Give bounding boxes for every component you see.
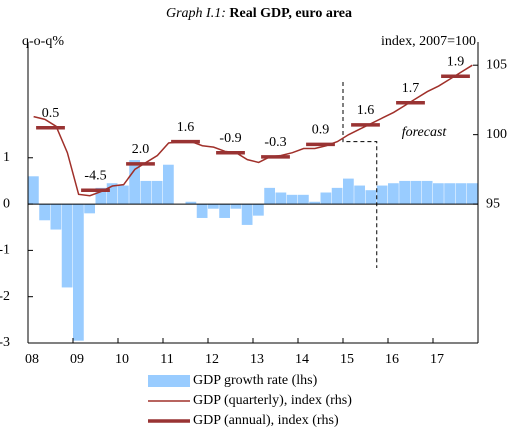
x-tick-label: 08: [25, 352, 39, 367]
legend-label: GDP (quarterly), index (rhs): [193, 393, 352, 408]
bar: [365, 190, 377, 205]
chart-title: Graph I.1: Real GDP, euro area: [166, 6, 352, 21]
bar: [388, 183, 399, 205]
bar: [230, 204, 242, 209]
bar: [39, 204, 50, 221]
bar: [275, 192, 287, 205]
bar: [208, 204, 219, 209]
growth-label: 0.9: [312, 123, 330, 138]
growth-label: -4.5: [84, 168, 106, 183]
x-tick-label: 15: [340, 352, 354, 367]
legend-label: GDP growth rate (lhs): [193, 373, 318, 388]
y2-tick-label: 100: [486, 127, 507, 142]
growth-label: 2.0: [132, 142, 150, 157]
bar: [185, 201, 197, 205]
title-main: Real GDP, euro area: [229, 6, 352, 21]
bar: [444, 183, 455, 205]
bar: [309, 201, 320, 205]
bar: [298, 194, 309, 205]
bar: [163, 164, 174, 205]
bar: [118, 185, 129, 205]
title-prefix: Graph I.1:: [166, 6, 226, 21]
bar: [410, 180, 422, 205]
bar: [433, 183, 444, 205]
bar: [421, 180, 433, 205]
bar: [106, 183, 118, 205]
bar: [264, 187, 275, 205]
y-tick-label: -1: [0, 243, 10, 258]
bar: [129, 160, 140, 205]
x-tick-label: 11: [160, 352, 173, 367]
y2-tick-label: 95: [486, 196, 500, 211]
growth-label: 1.9: [447, 55, 465, 70]
forecast-divider: [342, 82, 378, 268]
growth-label: 1.6: [357, 103, 375, 118]
bar: [196, 204, 208, 218]
growth-label: -0.3: [264, 135, 286, 150]
x-tick-label: 13: [250, 352, 264, 367]
x-tick-label: 14: [295, 352, 309, 367]
growth-label: 1.7: [402, 81, 420, 96]
growth-label: 0.5: [42, 106, 60, 121]
x-tick-label: 16: [385, 352, 399, 367]
legend-label: GDP (annual), index (rhs): [193, 413, 339, 428]
growth-label: 1.6: [177, 120, 195, 135]
y-axis-label: q-o-q%: [22, 34, 64, 49]
x-tick-label: 10: [115, 352, 129, 367]
bar: [286, 194, 298, 205]
y-tick-label: -3: [0, 335, 10, 350]
y2-axis-label: index, 2007=100: [381, 34, 476, 49]
y-tick-label: 1: [3, 150, 10, 165]
x-tick-label: 09: [70, 352, 84, 367]
bar: [399, 180, 410, 205]
bar: [61, 204, 73, 288]
bar: [241, 204, 253, 225]
bar: [466, 183, 478, 205]
x-tick-label: 12: [205, 352, 219, 367]
y2-tick-label: 105: [486, 57, 507, 72]
x-tick-label: 17: [430, 352, 444, 367]
bar: [253, 204, 264, 216]
bar: [343, 178, 354, 205]
growth-label: -0.9: [219, 131, 241, 146]
bar: [140, 180, 152, 205]
bar: [84, 204, 95, 214]
bar: [376, 185, 388, 205]
bar: [455, 183, 467, 205]
bar: [151, 180, 163, 205]
bar: [354, 185, 365, 205]
bar: [28, 176, 39, 205]
bar: [320, 192, 332, 205]
bar: [73, 204, 84, 341]
y-tick-label: -2: [0, 289, 10, 304]
forecast-annotation: forecast: [402, 125, 448, 140]
bar: [95, 187, 107, 205]
bar: [50, 204, 62, 230]
bar: [331, 187, 343, 205]
legend-swatch: [148, 375, 190, 387]
bar: [219, 204, 230, 218]
y-tick-label: 0: [3, 196, 10, 211]
